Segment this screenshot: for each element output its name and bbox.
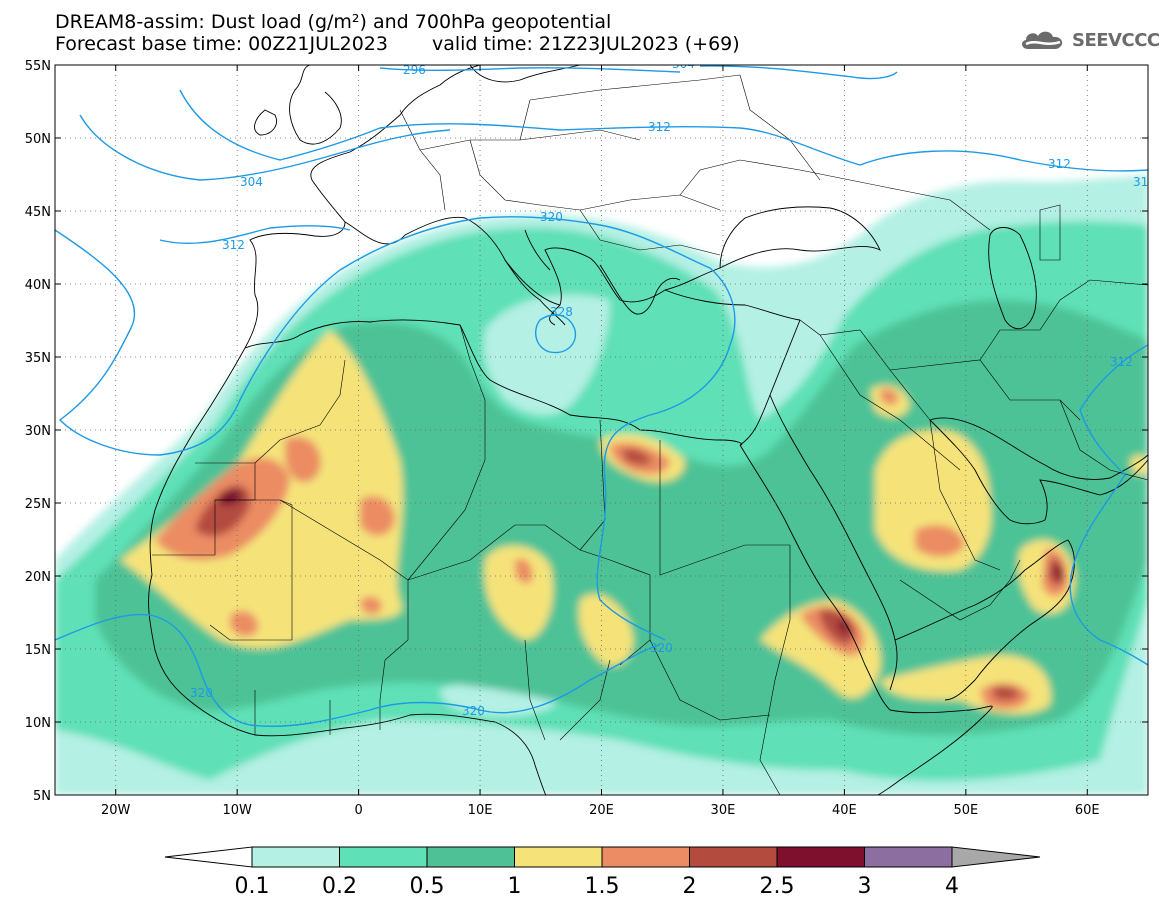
- lon-tick-label: 0: [354, 803, 362, 818]
- lat-tick-label: 35N: [25, 351, 51, 366]
- coastlines: [148, 65, 1148, 795]
- longitude-labels: 20W 10W 0 10E 20E 30E 40E 50E 60E: [101, 803, 1100, 818]
- lon-tick-label: 30E: [711, 803, 736, 818]
- colorbar-label: 4: [945, 874, 959, 899]
- colorbar-under-triangle: [164, 846, 253, 868]
- contour-label: 320: [462, 704, 485, 718]
- lon-tick-label: 20E: [589, 803, 614, 818]
- colorbar-label: 1.5: [585, 874, 620, 899]
- geopotential-contours: [55, 65, 1148, 728]
- contour-label: 320: [650, 641, 673, 655]
- lat-tick-label: 5N: [33, 789, 51, 804]
- lat-tick-label: 20N: [25, 570, 51, 585]
- contour-label: 312: [1048, 157, 1071, 171]
- colorbar-box: [251, 846, 340, 868]
- contour-label: 312: [1110, 355, 1133, 369]
- colorbar-box: [514, 846, 603, 868]
- dust-field: 296 304 304 312 312 312 312 320 328 312 …: [55, 57, 1156, 795]
- forecast-times: Forecast base time: 00Z21JUL2023 valid ti…: [55, 34, 740, 54]
- lat-tick-label: 45N: [25, 205, 51, 220]
- colorbar-box: [339, 846, 428, 868]
- colorbar-label: 2.5: [760, 874, 795, 899]
- contour-label: 320: [540, 210, 563, 224]
- contour-label: 312: [222, 238, 245, 252]
- colorbar: 0.1 0.2 0.5 1 1.5 2 2.5 3 4: [164, 846, 1041, 899]
- contour-labels: 296 304 304 312 312 312 312 320 328 312 …: [190, 57, 1156, 718]
- contour-label: 304: [240, 175, 263, 189]
- lat-tick-label: 25N: [25, 497, 51, 512]
- lat-tick-label: 55N: [25, 59, 51, 74]
- contour-label: 328: [550, 305, 573, 319]
- forecast-base-time: Forecast base time: 00Z21JUL2023: [55, 33, 388, 55]
- lat-tick-label: 50N: [25, 132, 51, 147]
- cloud-icon: [1022, 31, 1063, 49]
- latitude-labels: 55N 50N 45N 40N 35N 30N 25N 20N 15N 10N 5N: [25, 59, 51, 804]
- colorbar-box: [776, 846, 865, 868]
- axis-ticks: [55, 64, 1148, 796]
- colorbar-box: [426, 846, 515, 868]
- colorbar-box: [864, 846, 953, 868]
- colorbar-box: [601, 846, 690, 868]
- lon-tick-label: 10W: [222, 803, 252, 818]
- colorbar-label: 3: [858, 874, 872, 899]
- lon-tick-label: 60E: [1075, 803, 1100, 818]
- map-title: DREAM8-assim: Dust load (g/m²) and 700hP…: [55, 11, 612, 33]
- contour-label: 296: [403, 63, 426, 77]
- seevccc-logo: SEEVCCC: [1018, 26, 1160, 54]
- colorbar-label: 2: [683, 874, 697, 899]
- borders: [152, 74, 1148, 795]
- colorbar-box: [689, 846, 778, 868]
- colorbar-label: 0.2: [322, 874, 357, 899]
- valid-time: valid time: 21Z23JUL2023 (+69): [431, 33, 740, 55]
- contour-label: 312: [1133, 175, 1156, 189]
- contour-label: 304: [672, 57, 695, 71]
- lat-tick-label: 40N: [25, 278, 51, 293]
- lon-tick-label: 20W: [101, 803, 131, 818]
- colorbar-over-triangle: [951, 846, 1041, 868]
- colorbar-label: 0.1: [235, 874, 270, 899]
- lon-tick-label: 50E: [953, 803, 978, 818]
- logo-text: SEEVCCC: [1072, 29, 1160, 51]
- colorbar-label: 1: [508, 874, 522, 899]
- contour-label: 320: [190, 686, 213, 700]
- lon-tick-label: 10E: [468, 803, 493, 818]
- colorbar-label: 0.5: [410, 874, 445, 899]
- lat-tick-label: 15N: [25, 643, 51, 658]
- lat-tick-label: 30N: [25, 424, 51, 439]
- lat-tick-label: 10N: [25, 716, 51, 731]
- contour-label: 312: [648, 120, 671, 134]
- grid-lines: [55, 65, 1148, 795]
- lon-tick-label: 40E: [832, 803, 857, 818]
